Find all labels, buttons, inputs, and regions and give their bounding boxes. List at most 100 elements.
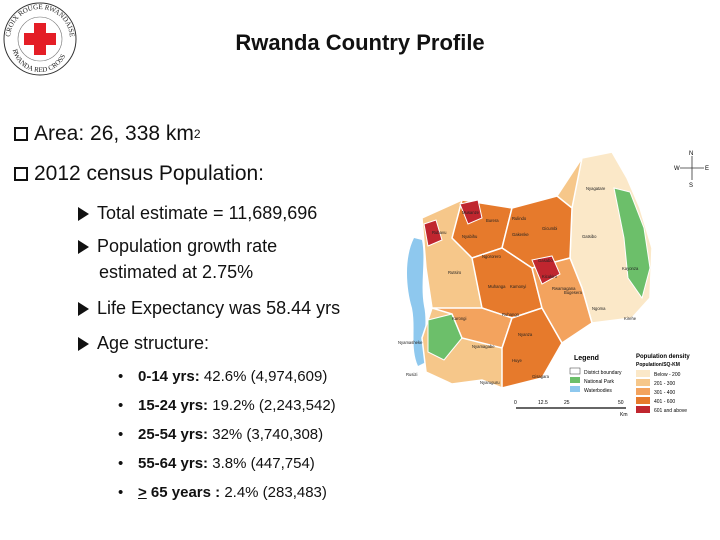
age-item: • 0-14 yrs: 42.6% (4,974,609) [118, 368, 327, 385]
density-item: 301 - 400 [654, 390, 675, 396]
district-label: Gicumbi [542, 226, 557, 231]
district-label: Muhanga [488, 284, 506, 289]
arrow-bullet-icon [78, 207, 89, 221]
age-value: 2.4% (283,483) [224, 484, 327, 501]
area-text: Area: 26, 338 km [34, 122, 194, 145]
district-label: Rwamagana [552, 286, 576, 291]
age-item: • 25-54 yrs: 32% (3,740,308) [118, 426, 323, 443]
sub-bullet-life: Life Expectancy was 58.44 yrs [78, 298, 340, 319]
age-label: 0-14 yrs: [138, 368, 200, 385]
density-swatch [636, 370, 650, 377]
bullet-census: 2012 census Population: [14, 162, 264, 186]
compass-icon: N S E W [674, 151, 709, 189]
district-label: Kicukiro [542, 274, 558, 279]
growth-text-line1: Population growth rate [97, 236, 278, 256]
legend-item: Waterbodies [584, 388, 612, 394]
district-label: Burera [486, 218, 499, 223]
scale-tick: 50 [618, 400, 624, 406]
compass-w: W [674, 166, 680, 172]
compass-s: S [689, 183, 693, 189]
district-label: Karongi [452, 316, 467, 321]
district-label: Nyabihu [462, 234, 478, 239]
scale-bar: 0 12.5 25 50 Km [514, 400, 628, 418]
age-label: 15-24 yrs: [138, 397, 209, 414]
legend-item: National Park [584, 379, 615, 385]
district-label: Kayonza [622, 266, 639, 271]
district-kigali [531, 255, 561, 285]
district-label: Rulindo [512, 216, 527, 221]
square-bullet-icon [14, 127, 28, 141]
district-musanze [459, 199, 483, 225]
age-value: 3.8% (447,754) [212, 455, 315, 472]
density-swatch [636, 379, 650, 386]
dot-bullet-icon: • [118, 455, 124, 472]
district-label: Nyamasheke [398, 340, 423, 345]
age-label: 65 years : [146, 484, 221, 501]
total-text: Total estimate = 11,689,696 [97, 203, 318, 223]
age-item: • > 65 years : 2.4% (283,483) [118, 484, 327, 501]
district-label: Musanze [462, 210, 480, 215]
bullet-area: Area: 26, 338 km 2 [14, 122, 201, 146]
age-label: 25-54 yrs: [138, 426, 209, 443]
dot-bullet-icon: • [118, 484, 124, 501]
age-value: 32% (3,740,308) [212, 426, 324, 443]
district-label: Kirehe [624, 316, 637, 321]
area-sup: 2 [193, 127, 201, 141]
dot-bullet-icon: • [118, 426, 124, 443]
map-legend: Legend District boundary National Park W… [569, 354, 690, 414]
district-labels: Nyagatare Gatsibo Kayonza Kirehe Ngoma B… [398, 186, 639, 385]
district-label: Gasabo [538, 258, 553, 263]
legend-swatch-park [570, 377, 580, 383]
legend-item: District boundary [584, 370, 622, 376]
district-label: Kamonyi [510, 284, 526, 289]
nyungwe-park [427, 313, 463, 361]
arrow-bullet-icon [78, 337, 89, 351]
legend-swatch-boundary [569, 367, 581, 375]
age-value: 42.6% (4,974,609) [203, 368, 328, 385]
scale-unit: Km [620, 412, 628, 418]
legend-title: Legend [574, 355, 599, 362]
growth-text-line2: estimated at 2.75% [99, 262, 254, 282]
census-text: 2012 census Population: [34, 162, 265, 185]
age-label: 55-64 yrs: [138, 455, 209, 472]
life-text: Life Expectancy was 58.44 yrs [97, 298, 341, 318]
arrow-bullet-icon [78, 240, 89, 254]
district-label: Nyagatare [586, 186, 606, 191]
sub-bullet-age: Age structure: [78, 333, 209, 354]
sub-bullet-growth: Population growth rate [78, 236, 277, 257]
compass-n: N [689, 151, 693, 157]
district-label: Ngororero [482, 254, 502, 259]
district-label: Rutsiro [448, 270, 462, 275]
density-swatch [636, 388, 650, 395]
rwanda-population-density-map: N S E W Legend District boundary Nationa… [398, 151, 709, 418]
dot-bullet-icon: • [118, 368, 124, 385]
density-swatch [636, 406, 650, 413]
district-label: Nyaruguru [480, 380, 500, 385]
district-label: Rusizi [406, 372, 417, 377]
density-title: Population density [636, 354, 690, 360]
legend-swatch-water [570, 386, 580, 392]
scale-tick: 0 [514, 400, 517, 406]
scale-tick: 12.5 [538, 400, 548, 406]
district-label: Huye [512, 358, 522, 363]
density-item: 401 - 600 [654, 399, 675, 405]
red-cross-logo: CROIX ROUGE RWANDAISE RWANDA RED CROSS [3, 2, 77, 76]
density-item: Below - 200 [654, 372, 681, 378]
district-label: Bugesera [564, 290, 583, 295]
district-label: Ruhango [502, 312, 520, 317]
lake-kivu [407, 238, 426, 366]
slide-title: Rwanda Country Profile [235, 30, 485, 55]
age-item: • 15-24 yrs: 19.2% (2,243,542) [118, 397, 336, 414]
scale-tick: 25 [564, 400, 570, 406]
district-label: Gisagara [532, 374, 550, 379]
density-unit: Population/SQ-KM [636, 362, 680, 368]
density-swatch [636, 397, 650, 404]
age-value: 19.2% (2,243,542) [212, 397, 336, 414]
district-label: Gakenke [512, 232, 529, 237]
district-label: Ngoma [592, 306, 606, 311]
square-bullet-icon [14, 167, 28, 181]
sub-bullet-total: Total estimate = 11,689,696 [78, 203, 317, 224]
dot-bullet-icon: • [118, 397, 124, 414]
district-label: Gatsibo [582, 234, 597, 239]
